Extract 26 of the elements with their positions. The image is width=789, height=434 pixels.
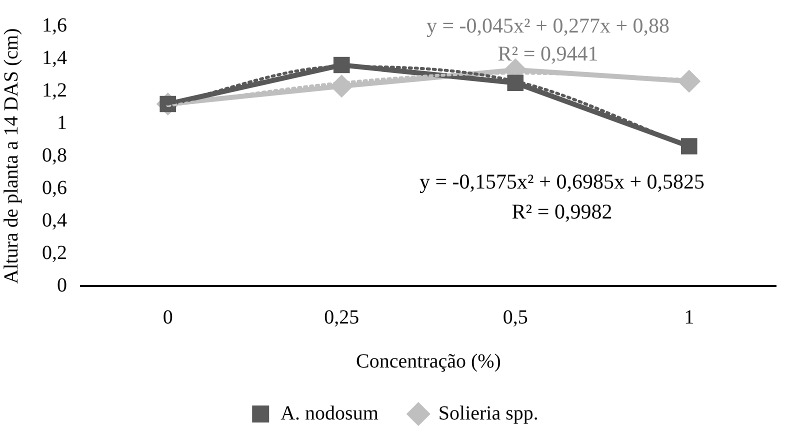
x-tick-label: 0 — [162, 306, 173, 328]
x-axis-title: Concentração (%) — [356, 350, 501, 372]
y-tick-label: 0,4 — [42, 209, 67, 232]
legend-label: Solieria spp. — [438, 402, 538, 424]
y-tick-label: 0,8 — [42, 144, 67, 166]
y-tick-label: 1,4 — [42, 46, 67, 69]
point — [680, 138, 698, 154]
legend-label: A. nodosum — [280, 402, 379, 424]
point — [507, 74, 524, 92]
annotation: R² = 0,9441 — [498, 42, 598, 66]
y-tick-label: 0 — [57, 274, 67, 296]
y-tick-label: 0,6 — [42, 176, 67, 199]
annotation: R² = 0,9982 — [512, 200, 612, 224]
point — [331, 76, 352, 97]
point — [678, 70, 700, 92]
y-axis-title: Altura de planta a 14 DAS (cm) — [0, 28, 22, 284]
y-tick-label: 1,2 — [42, 79, 67, 102]
y-tick-label: 1,6 — [42, 14, 67, 36]
x-tick-label: 0,5 — [502, 306, 528, 328]
y-tick-label: 0,2 — [42, 242, 67, 264]
x-tick-label: 0,25 — [324, 306, 360, 328]
annotation: y = -0,1575x² + 0,6985x + 0,5825 — [419, 170, 705, 194]
y-tick-label: 1 — [57, 112, 67, 134]
point — [333, 56, 350, 74]
annotation: y = -0,045x² + 0,277x + 0,88 — [426, 14, 670, 38]
x-tick-label: 1 — [684, 306, 694, 328]
